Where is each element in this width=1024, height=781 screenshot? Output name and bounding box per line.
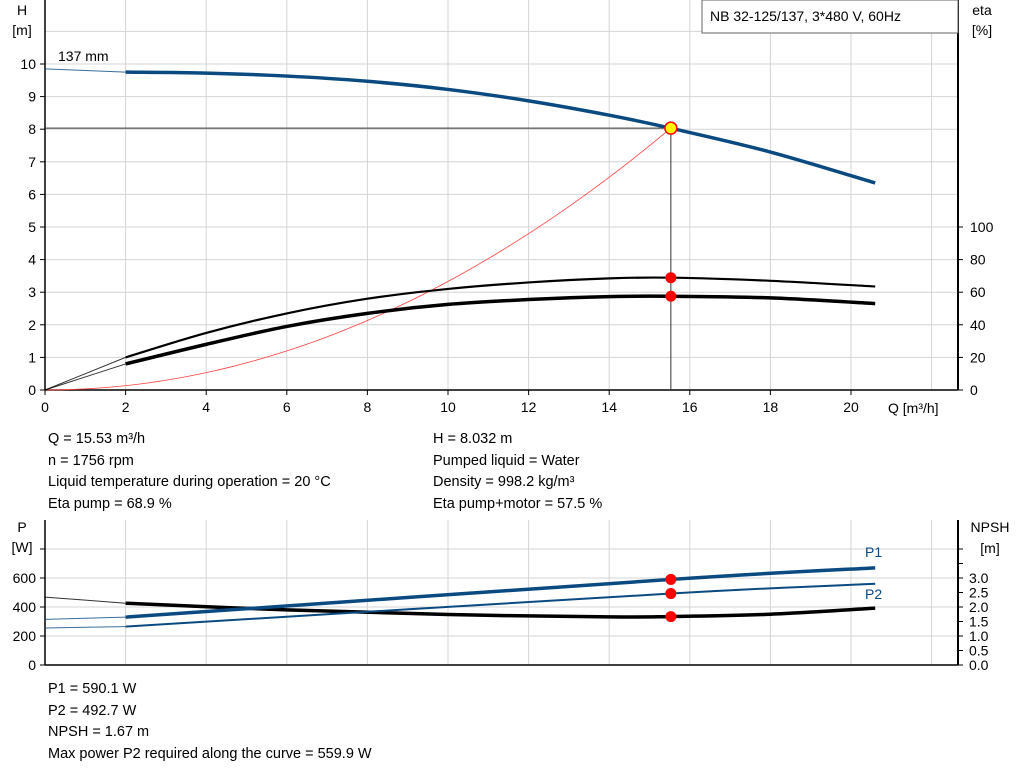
series-h-extrapolated xyxy=(44,68,126,73)
y-axis-label: P xyxy=(17,519,26,535)
x-tick-label: 16 xyxy=(682,399,698,415)
y-tick-label: 0 xyxy=(28,382,36,398)
y2-tick-label: 60 xyxy=(970,284,986,300)
y2-axis-label: eta xyxy=(972,2,992,18)
y-tick-label: 0 xyxy=(28,657,36,673)
x-tick-label: 12 xyxy=(521,399,537,415)
x-tick-label: 2 xyxy=(122,399,130,415)
y-tick-label: 4 xyxy=(28,252,36,268)
y2-tick-label: 1.5 xyxy=(969,614,989,630)
info-eta-total: Eta pump+motor = 57.5 % xyxy=(433,495,603,512)
series-eta-pump xyxy=(125,276,876,359)
info-temp: Liquid temperature during operation = 20… xyxy=(48,474,331,490)
x-tick-label: 14 xyxy=(601,399,617,415)
y-tick-label: 9 xyxy=(28,89,36,105)
y2-axis-label: NPSH xyxy=(971,519,1010,535)
y-tick-label: 10 xyxy=(20,56,36,72)
series-eta-pump-extrapolated xyxy=(44,356,126,391)
info-top-left: Q = 15.53 m³/h n = 1756 rpm Liquid tempe… xyxy=(48,429,331,515)
y-axis-label: [m] xyxy=(12,22,31,38)
y2-tick-label: 0.5 xyxy=(969,643,989,659)
marker-p2 xyxy=(665,588,677,600)
y2-tick-label: 2.0 xyxy=(969,599,989,615)
info-npsh: NPSH = 1.67 m xyxy=(48,724,150,740)
y-axis-label: [W] xyxy=(12,539,33,555)
x-tick-label: 20 xyxy=(843,399,859,415)
y-tick-label: 1 xyxy=(28,349,36,365)
series-p2 xyxy=(125,582,876,628)
y2-tick-label: 2.5 xyxy=(969,585,989,601)
label-p1: P1 xyxy=(865,544,882,560)
series-p1 xyxy=(125,566,876,619)
series-eta-pump-motor xyxy=(125,294,876,366)
info-p2: P2 = 492.7 W xyxy=(48,702,137,719)
y2-tick-label: 0 xyxy=(970,382,978,398)
x-tick-label: 6 xyxy=(283,399,291,415)
info-liquid: Pumped liquid = Water xyxy=(433,452,580,469)
y-tick-label: 400 xyxy=(13,599,37,615)
info-eta-pump: Eta pump = 68.9 % xyxy=(48,495,172,512)
marker-npsh xyxy=(665,611,677,623)
y-tick-label: 200 xyxy=(13,628,37,644)
label-p2: P2 xyxy=(865,586,882,602)
info-density: Density = 998.2 kg/m³ xyxy=(433,474,575,490)
marker-p1 xyxy=(665,573,677,585)
chart-title: NB 32-125/137, 3*480 V, 60Hz xyxy=(710,8,901,24)
y-tick-label: 7 xyxy=(28,154,36,170)
y-tick-label: 2 xyxy=(28,317,36,333)
y2-tick-label: 80 xyxy=(970,252,986,268)
info-top-right: H = 8.032 m Pumped liquid = Water Densit… xyxy=(433,429,602,515)
y-tick-label: 600 xyxy=(13,570,37,586)
info-p1: P1 = 590.1 W xyxy=(48,681,137,697)
y2-axis-label: [%] xyxy=(972,22,992,38)
info-h: H = 8.032 m xyxy=(433,431,513,447)
y-tick-label: 8 xyxy=(28,121,36,137)
series-npsh xyxy=(125,601,876,619)
series-system-curve xyxy=(44,127,672,391)
series-p2-extrapolated xyxy=(44,626,126,629)
y2-tick-label: 100 xyxy=(970,219,994,235)
y2-tick-label: 40 xyxy=(970,317,986,333)
x-tick-label: 4 xyxy=(202,399,210,415)
series-eta-pump-motor-extrapolated xyxy=(44,363,126,391)
y2-tick-label: 1.0 xyxy=(969,628,989,644)
y2-tick-label: 20 xyxy=(970,349,986,365)
info-n: n = 1756 rpm xyxy=(48,452,134,469)
title-box xyxy=(701,0,959,34)
y-tick-label: 6 xyxy=(28,186,36,202)
x-tick-label: 8 xyxy=(364,399,372,415)
y2-tick-label: 0.0 xyxy=(969,657,989,673)
series-p1-extrapolated xyxy=(44,616,126,620)
duty-point-marker xyxy=(664,121,678,135)
x-tick-label: 0 xyxy=(41,399,49,415)
x-tick-label: 10 xyxy=(440,399,456,415)
impeller-label: 137 mm xyxy=(58,48,109,64)
info-q: Q = 15.53 m³/h xyxy=(48,431,146,447)
series-h xyxy=(125,70,876,185)
y-tick-label: 5 xyxy=(28,219,36,235)
marker-eta-pump xyxy=(665,272,677,284)
x-tick-label: 18 xyxy=(763,399,779,415)
y-tick-label: 3 xyxy=(28,284,36,300)
series-npsh-extrapolated xyxy=(44,596,126,604)
y-axis-label: H xyxy=(17,2,27,18)
y2-axis-label: [m] xyxy=(980,540,999,556)
x-axis-label: Q [m³/h] xyxy=(888,400,939,416)
marker-eta-total xyxy=(665,290,677,302)
y2-tick-label: 3.0 xyxy=(969,570,989,586)
info-max-p2: Max power P2 required along the curve = … xyxy=(48,745,372,762)
info-bottom: P1 = 590.1 W P2 = 492.7 W NPSH = 1.67 m … xyxy=(48,679,372,765)
